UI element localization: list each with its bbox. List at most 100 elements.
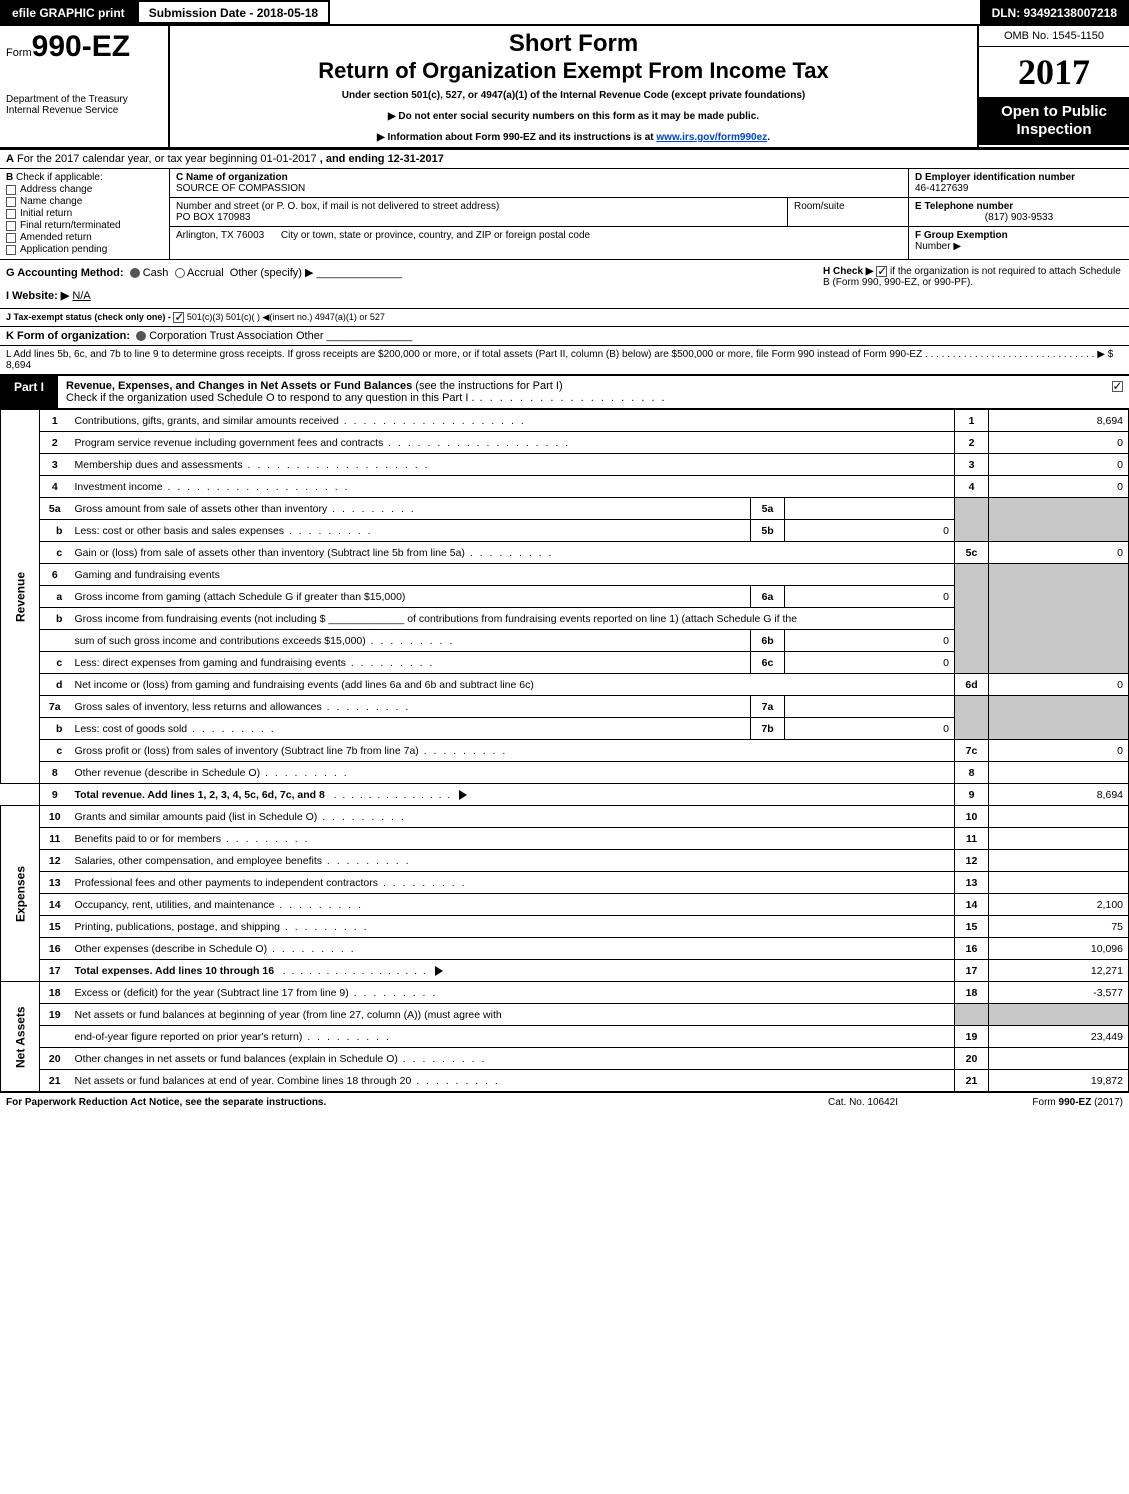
check-name-change[interactable]: Name change	[6, 196, 163, 207]
ein-block: D Employer identification number 46-4127…	[909, 169, 1129, 198]
line-rval: 0	[989, 476, 1129, 498]
table-row: 21 Net assets or fund balances at end of…	[1, 1070, 1129, 1092]
grey-cell	[955, 696, 989, 740]
check-address-change[interactable]: Address change	[6, 184, 163, 195]
tax-exempt-label: J Tax-exempt status (check only one) -	[6, 312, 171, 322]
table-row: 8 Other revenue (describe in Schedule O)…	[1, 762, 1129, 784]
footer-right-post: (2017)	[1091, 1097, 1123, 1108]
open-to-public: Open to Public Inspection	[979, 97, 1129, 145]
h-checkbox[interactable]	[876, 266, 887, 277]
line-rnum: 2	[955, 432, 989, 454]
line-desc: Other revenue (describe in Schedule O)	[70, 762, 955, 784]
line-rval: 0	[989, 432, 1129, 454]
irs-label: Internal Revenue Service	[6, 105, 162, 116]
check-amended-return-label: Amended return	[20, 232, 92, 243]
header-left: Form990-EZ Department of the Treasury In…	[0, 26, 170, 147]
line-rnum: 11	[955, 828, 989, 850]
group-exemption-block: F Group Exemption Number ▶	[909, 227, 1129, 255]
line-midnum: 6a	[751, 586, 785, 608]
city-label: City or town, state or province, country…	[281, 230, 590, 241]
line-rnum: 6d	[955, 674, 989, 696]
row-l: L Add lines 5b, 6c, and 7b to line 9 to …	[0, 346, 1129, 376]
table-row: 5a Gross amount from sale of assets othe…	[1, 498, 1129, 520]
table-row: 20 Other changes in net assets or fund b…	[1, 1048, 1129, 1070]
footer-right-pre: Form	[1032, 1097, 1058, 1108]
line-rval: 0	[989, 740, 1129, 762]
col-b-check-label: Check if applicable:	[16, 172, 103, 183]
line-desc: Gross amount from sale of assets other t…	[70, 498, 751, 520]
check-name-change-label: Name change	[20, 196, 82, 207]
line-num: 16	[40, 938, 70, 960]
line-rval: 8,694	[989, 784, 1129, 806]
col-c: C Name of organization SOURCE OF COMPASS…	[170, 169, 909, 259]
check-address-change-label: Address change	[20, 184, 92, 195]
line-desc: Gross income from fundraising events (no…	[70, 608, 955, 630]
row-h: H Check ▶ if the organization is not req…	[823, 266, 1123, 302]
line-desc: Other changes in net assets or fund bala…	[70, 1048, 955, 1070]
omb-number: OMB No. 1545-1150	[979, 26, 1129, 47]
col-d: D Employer identification number 46-4127…	[909, 169, 1129, 259]
arrow-icon	[435, 966, 443, 976]
radio-cash[interactable]	[130, 268, 140, 278]
form-of-org-opts: Corporation Trust Association Other	[149, 330, 323, 342]
check-final-return[interactable]: Final return/terminated	[6, 220, 163, 231]
line-midnum: 7b	[751, 718, 785, 740]
row-g-left: G Accounting Method: Cash Accrual Other …	[6, 266, 823, 302]
line-num: 7a	[40, 696, 70, 718]
accrual-label: Accrual	[187, 267, 224, 279]
tax-year: 2017	[979, 47, 1129, 97]
line-num: 13	[40, 872, 70, 894]
grey-cell	[989, 564, 1129, 674]
checkbox-icon	[6, 245, 16, 255]
irs-link[interactable]: www.irs.gov/form990ez	[656, 132, 767, 143]
line-rnum: 5c	[955, 542, 989, 564]
row-k: K Form of organization: Corporation Trus…	[0, 327, 1129, 346]
form-of-org-label: K Form of organization:	[6, 330, 130, 342]
line-rnum: 8	[955, 762, 989, 784]
line-num: 11	[40, 828, 70, 850]
line-midnum: 7a	[751, 696, 785, 718]
line-desc: Gaming and fundraising events	[70, 564, 955, 586]
radio-accrual[interactable]	[175, 268, 185, 278]
check-application-pending-label: Application pending	[20, 244, 107, 255]
line-num	[40, 630, 70, 652]
line-num: 1	[40, 410, 70, 432]
efile-print-button[interactable]: efile GRAPHIC print	[0, 0, 137, 24]
part1-desc: Revenue, Expenses, and Changes in Net As…	[58, 376, 1105, 408]
grey-cell	[955, 564, 989, 674]
form-number: Form990-EZ	[6, 30, 162, 64]
line-num: c	[40, 652, 70, 674]
header-right: OMB No. 1545-1150 2017 Open to Public In…	[979, 26, 1129, 147]
line-rnum: 9	[955, 784, 989, 806]
line-rnum: 10	[955, 806, 989, 828]
footer-left: For Paperwork Reduction Act Notice, see …	[6, 1097, 763, 1108]
check-initial-return[interactable]: Initial return	[6, 208, 163, 219]
line-num: b	[40, 608, 70, 630]
line-desc: Membership dues and assessments	[70, 454, 955, 476]
line-desc: end-of-year figure reported on prior yea…	[70, 1026, 955, 1048]
line-desc: Total revenue. Add lines 1, 2, 3, 4, 5c,…	[70, 784, 955, 806]
line-num: 8	[40, 762, 70, 784]
grey-cell	[955, 498, 989, 542]
footer-mid: Cat. No. 10642I	[763, 1097, 963, 1108]
line-rval: -3,577	[989, 982, 1129, 1004]
line-num: c	[40, 542, 70, 564]
check-application-pending[interactable]: Application pending	[6, 244, 163, 255]
radio-corporation[interactable]	[136, 331, 146, 341]
other-specify-label: Other (specify) ▶	[230, 267, 314, 279]
part1-checkbox[interactable]	[1112, 381, 1123, 392]
line-num: 18	[40, 982, 70, 1004]
line-midval: 0	[785, 630, 955, 652]
line-midnum: 5b	[751, 520, 785, 542]
line-rval: 23,449	[989, 1026, 1129, 1048]
line-rnum: 7c	[955, 740, 989, 762]
chk-501c3[interactable]	[173, 312, 184, 323]
check-amended-return[interactable]: Amended return	[6, 232, 163, 243]
line-num: 2	[40, 432, 70, 454]
block-bcd: B Check if applicable: Address change Na…	[0, 169, 1129, 260]
line-rval: 10,096	[989, 938, 1129, 960]
org-name-value: SOURCE OF COMPASSION	[176, 183, 902, 194]
checkbox-icon	[6, 233, 16, 243]
row-gh: G Accounting Method: Cash Accrual Other …	[0, 260, 1129, 309]
line-desc: Net assets or fund balances at beginning…	[70, 1004, 955, 1026]
